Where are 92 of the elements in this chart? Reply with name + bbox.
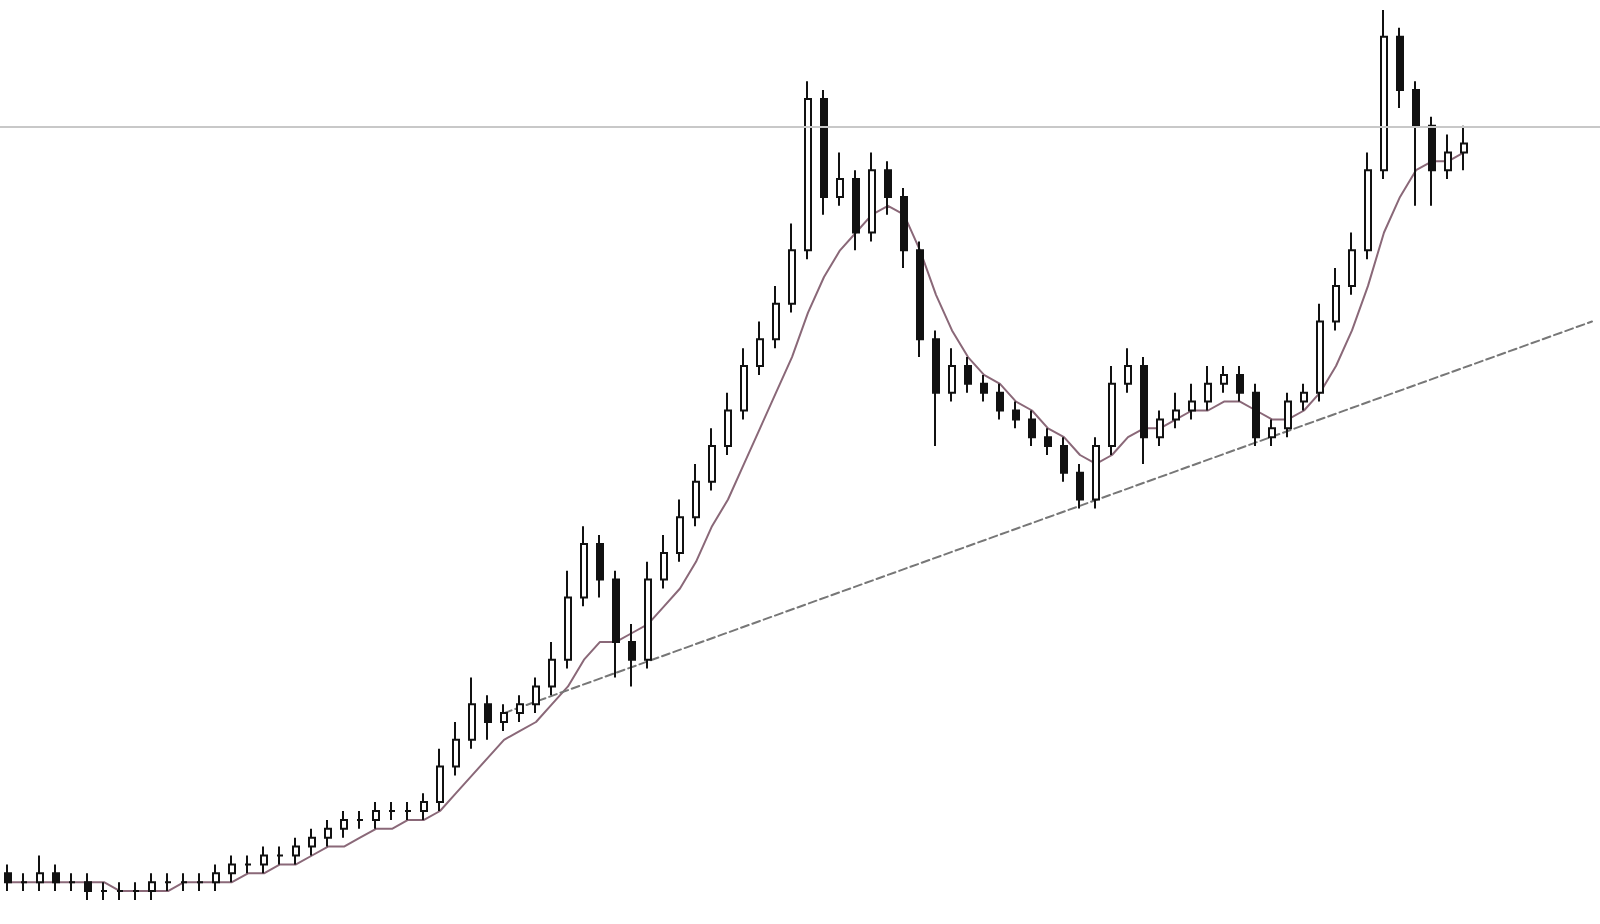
candlestick <box>1092 436 1100 510</box>
candlestick <box>1252 382 1260 448</box>
candlestick <box>1156 409 1164 448</box>
candlestick <box>356 810 364 830</box>
candlestick <box>756 320 764 376</box>
candlestick <box>68 872 76 893</box>
candlestick <box>1412 80 1420 207</box>
candlestick <box>148 872 156 901</box>
candlestick <box>1460 124 1468 172</box>
candlestick <box>644 560 652 670</box>
candlestick <box>1076 462 1084 510</box>
candlestick <box>580 525 588 608</box>
candlestick <box>1348 231 1356 296</box>
candlestick <box>340 810 348 839</box>
candlestick <box>788 222 796 314</box>
candlestick <box>276 845 284 866</box>
candlestick <box>4 863 12 893</box>
candlestick <box>100 881 108 901</box>
candlestick <box>1028 409 1036 448</box>
candlestick <box>1220 365 1228 394</box>
candlestick <box>932 329 940 448</box>
candlestick <box>484 694 492 741</box>
candlestick <box>132 881 140 901</box>
candlestick <box>916 240 924 359</box>
candlestick <box>372 801 380 830</box>
candlestick <box>164 872 172 893</box>
candlestick <box>1364 151 1372 261</box>
candlestick <box>1236 365 1244 403</box>
candlestick <box>1444 133 1452 181</box>
candlestick <box>724 391 732 456</box>
candlestick <box>388 801 396 821</box>
candlestick <box>708 427 716 492</box>
candlestick <box>308 827 316 857</box>
candlestick <box>1284 391 1292 439</box>
candlestick <box>1012 400 1020 430</box>
candlestick <box>740 347 748 421</box>
candlestick <box>260 845 268 875</box>
candlestick <box>1396 26 1404 109</box>
candlestick <box>52 863 60 893</box>
candlestick <box>324 818 332 848</box>
candlestick <box>1380 9 1388 181</box>
candlestick <box>420 792 428 821</box>
candlestick <box>1124 347 1132 394</box>
candlestick <box>244 854 252 875</box>
candlestick <box>900 187 908 270</box>
candlestick <box>996 382 1004 421</box>
candlestick <box>948 347 956 403</box>
candlestick <box>1108 365 1116 456</box>
candlestick <box>1300 382 1308 412</box>
candlestick <box>196 872 204 893</box>
candlestick <box>772 284 780 350</box>
candlestick <box>20 872 28 893</box>
candlestick <box>292 836 300 866</box>
candlestick <box>564 569 572 670</box>
candlestick <box>660 534 668 590</box>
candlestick <box>868 151 876 243</box>
candlestick <box>676 498 684 563</box>
candlestick <box>852 169 860 252</box>
candlestick <box>468 676 476 750</box>
candlestick <box>516 694 524 723</box>
candlestick <box>548 640 556 697</box>
candlestick <box>500 703 508 732</box>
candlestick <box>116 881 124 901</box>
candlestick <box>980 373 988 403</box>
candlestick <box>1428 115 1436 207</box>
candlestick <box>84 872 92 901</box>
candlestick <box>404 801 412 821</box>
candlestick <box>612 569 620 679</box>
candlestick <box>532 676 540 715</box>
candlestick <box>628 623 636 688</box>
candlestick <box>804 80 812 261</box>
candlestick <box>1044 427 1052 456</box>
candlestick <box>884 160 892 216</box>
candlestick <box>228 854 236 884</box>
candlestick <box>820 89 828 216</box>
candlestick <box>836 151 844 207</box>
candlestick <box>1188 382 1196 421</box>
candlestick <box>212 863 220 893</box>
candlestick <box>596 534 604 599</box>
candlestick <box>1204 365 1212 412</box>
candlestick <box>964 356 972 394</box>
candlestick <box>1316 302 1324 403</box>
candlestick <box>452 721 460 777</box>
candlestick <box>1332 267 1340 332</box>
candlestick <box>1060 436 1068 483</box>
candlestick <box>436 747 444 812</box>
candlestick <box>36 854 44 893</box>
candlestick <box>1140 356 1148 465</box>
candlestick <box>692 462 700 528</box>
candlestick <box>1172 391 1180 430</box>
candlestick <box>1268 418 1276 448</box>
candlestick <box>180 872 188 893</box>
